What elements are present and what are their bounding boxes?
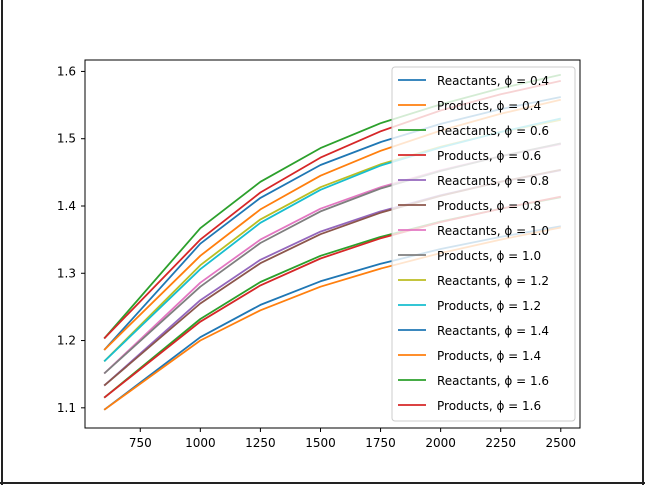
legend-label-13: Products, ϕ = 1.6: [437, 399, 541, 413]
plot-frame: [84, 59, 581, 429]
y-tick-label: 1.4: [57, 199, 76, 213]
y-tick-label: 1.6: [57, 64, 76, 78]
y-tick-label: 1.5: [57, 132, 76, 146]
legend-label-1: Products, ϕ = 0.4: [437, 99, 541, 113]
legend-label-3: Products, ϕ = 0.6: [437, 149, 541, 163]
x-tick-label: 2500: [546, 436, 577, 450]
legend-label-4: Reactants, ϕ = 0.8: [437, 174, 549, 188]
legend-box: [391, 66, 576, 422]
x-tick-label: 2250: [485, 436, 516, 450]
legend-label-8: Reactants, ϕ = 1.2: [437, 274, 549, 288]
x-tick-label: 1750: [365, 436, 396, 450]
x-tick-label: 1000: [185, 436, 216, 450]
legend-label-6: Reactants, ϕ = 1.0: [437, 224, 549, 238]
y-tick-label: 1.2: [57, 334, 76, 348]
legend-label-9: Products, ϕ = 1.2: [437, 299, 541, 313]
legend-label-12: Reactants, ϕ = 1.6: [437, 374, 549, 388]
x-axis-ticks: 750 1000 1250 1500 1750 2000 2250 2500: [129, 428, 576, 450]
x-tick-label: 1500: [305, 436, 336, 450]
legend-label-0: Reactants, ϕ = 0.4: [437, 74, 549, 88]
y-tick-label: 1.3: [57, 266, 76, 280]
legend-label-11: Products, ϕ = 1.4: [437, 349, 541, 363]
y-axis-ticks: 1.1 1.2 1.3 1.4 1.5 1.6: [57, 64, 85, 415]
legend-label-2: Reactants, ϕ = 0.6: [437, 124, 549, 138]
legend-label-10: Reactants, ϕ = 1.4: [437, 324, 549, 338]
legend: Reactants, ϕ = 0.4 Products, ϕ = 0.4 React…: [391, 66, 576, 422]
legend-label-7: Products, ϕ = 1.0: [437, 249, 541, 263]
x-tick-label: 750: [129, 436, 152, 450]
x-tick-label: 2000: [425, 436, 456, 450]
x-tick-label: 1250: [245, 436, 276, 450]
legend-label-5: Products, ϕ = 0.8: [437, 199, 541, 213]
y-tick-label: 1.1: [57, 401, 76, 415]
